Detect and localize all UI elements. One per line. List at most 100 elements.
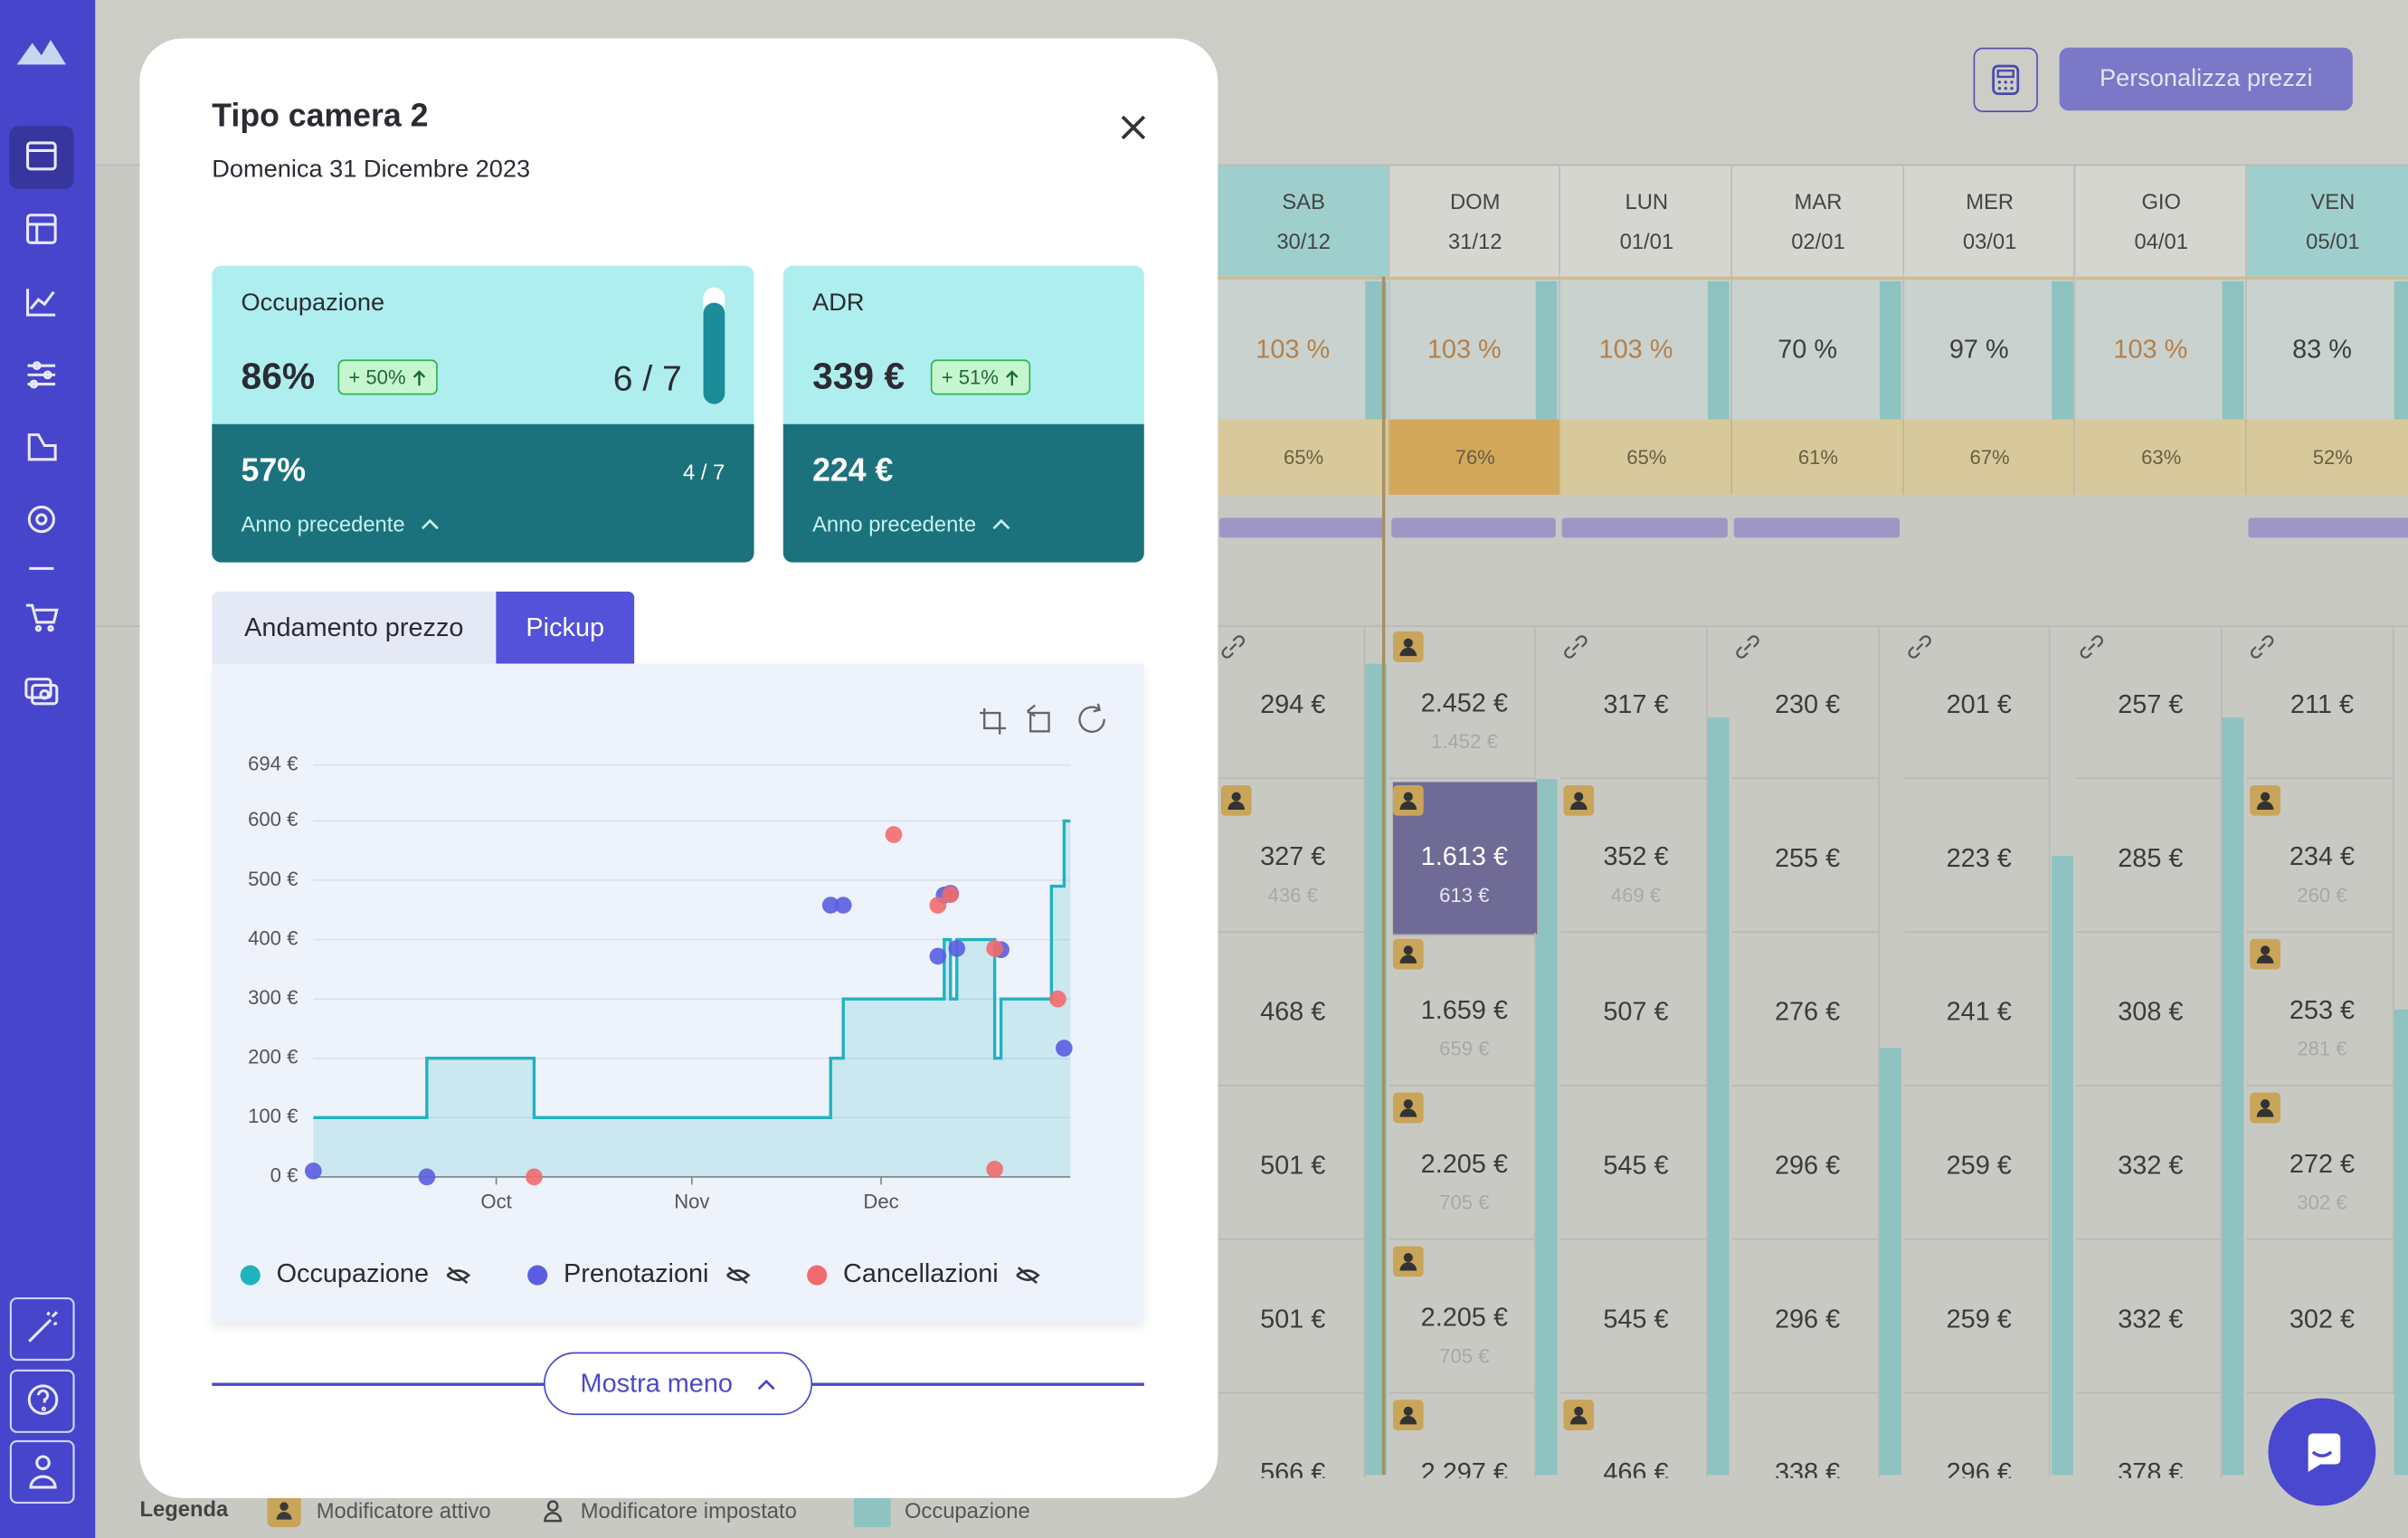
occupancy-bar [1364,280,1387,420]
price: 317 € [1603,689,1669,719]
price-cell [1732,1086,1880,1240]
price-cell [2075,625,2223,780]
point [986,1161,1003,1178]
occupancy-bar [2222,280,2244,420]
restore-tool[interactable] [1027,704,1050,733]
customize-prices-button[interactable]: Personalizza prezzi [2059,47,2353,111]
area [313,821,1071,1177]
restriction-bar [1218,517,1385,538]
point [986,940,1003,957]
previous-year-link[interactable]: Anno precedente [812,512,1010,536]
price: 253 € [2289,995,2356,1025]
last-year-cell [1389,419,1561,495]
point [942,886,960,904]
price-cell [2075,1086,2223,1240]
legend-swatch [240,1265,261,1286]
legend-item: Occupazione [904,1497,1030,1524]
modal-subtitle: Domenica 31 Dicembre 2023 [212,157,531,184]
tab-active[interactable]: Pickup [496,591,635,664]
restriction-bar [1562,517,1729,538]
modifier-icon [1392,1400,1424,1431]
price-cell [1560,1086,1708,1240]
price-cell [1732,1239,1880,1394]
modifier-icon [1220,784,1252,816]
refresh-tool[interactable] [1078,703,1105,733]
link-icon [1564,635,1588,659]
button-text: Mostra meno [580,1368,733,1398]
occupancy-cell [1732,276,1904,420]
point [304,1162,322,1180]
original-price: 613 € [1439,883,1490,907]
occupancy-value: 70 % [1778,335,1837,365]
show-less-button[interactable]: Mostra meno [543,1352,813,1416]
last-year-cell [2247,419,2408,495]
price-cell [1903,1239,2052,1394]
adr-card-previous [782,423,1144,563]
occupancy-bar [2051,280,2073,420]
close-button[interactable] [1118,112,1149,143]
badge-text: + 50% [348,366,406,389]
modifier-icon [1563,1400,1595,1431]
legend-label: Occupazione [277,1259,429,1288]
occupancy-bar [1879,280,1901,420]
price: 259 € [1946,1304,2012,1334]
chevron-up [991,518,1010,530]
link-icon [2251,635,2274,659]
day-header [2247,166,2408,277]
original-price: 302 € [2297,1191,2347,1214]
last-year-value: 52% [2312,445,2353,469]
legend-item[interactable]: Occupazione [240,1259,471,1288]
point [1049,990,1067,1008]
point [1055,1040,1073,1057]
last-year-value: 65% [1283,445,1324,469]
original-price: 281 € [2297,1037,2347,1060]
price-cell [2247,932,2394,1087]
hide-icon [1016,1267,1040,1285]
previous-year-link[interactable]: Anno precedente [242,512,439,536]
price: 2.452 € [1420,688,1508,718]
sidebar [0,0,96,1538]
price-cell [1560,779,1708,933]
day-name: DOM [1449,188,1501,214]
last-year-value: 61% [1797,445,1839,469]
last-year-cell [1218,419,1389,495]
legend-item[interactable]: Cancellazioni [807,1259,1040,1288]
price: 545 € [1603,1151,1669,1181]
day-header [1732,166,1904,277]
price: 211 € [2289,689,2355,719]
point [929,897,947,914]
price-cell [1732,1393,1880,1538]
original-price: 469 € [1610,883,1662,907]
calculator-button[interactable] [1973,47,2038,112]
last-year-value: 65% [1626,445,1667,469]
price: 501 € [1260,1151,1326,1181]
point [948,940,966,957]
chat-button[interactable] [2268,1398,2376,1506]
point [526,1168,543,1186]
legend-item[interactable]: Prenotazioni [527,1259,751,1288]
y-tick-label: 0 € [270,1164,299,1187]
day-name: SAB [1282,188,1325,214]
price: 241 € [1946,997,2012,1027]
tab[interactable]: Andamento prezzo [212,591,497,664]
price: 259 € [1946,1151,2012,1181]
price: 255 € [1774,843,1841,873]
legend-label: Cancellazioni [843,1259,999,1288]
price: 234 € [2289,841,2356,871]
modifier-icon [2250,784,2281,816]
occupancy-card [212,265,754,424]
today-line [1381,276,1386,1476]
pickup-chart: 0 € 100 € 200 € 300 € 400 € 500 € 600 € 694 € Oc… [240,703,1105,1288]
price-bar [2394,1009,2408,1476]
day-date: 31/12 [1447,229,1503,254]
day-name: MER [1966,188,2015,214]
price-cell [1389,625,1537,780]
line [313,819,1071,1120]
crop-tool[interactable] [980,707,1006,735]
price-bar [1879,1048,1901,1476]
occupancy-cell [1218,276,1389,420]
price-cell [1218,1239,1365,1394]
occupancy-bar [1536,280,1559,420]
legend-label: Prenotazioni [564,1259,708,1288]
